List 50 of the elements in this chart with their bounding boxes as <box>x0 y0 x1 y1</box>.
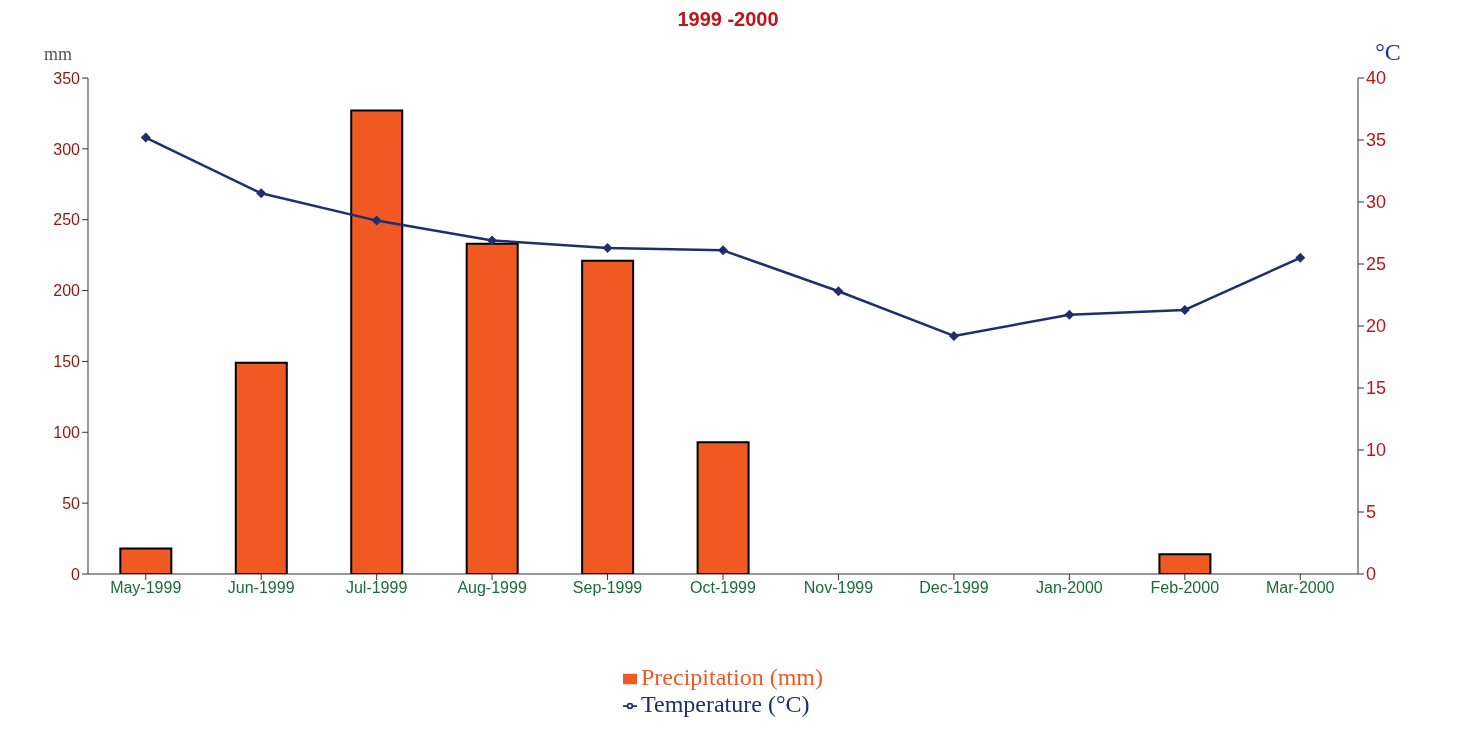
point <box>718 245 728 256</box>
y-tick-label: 250 <box>53 211 81 229</box>
y2-tick-label: 15 <box>1366 378 1387 399</box>
y-tick-label: 150 <box>53 353 81 371</box>
point <box>487 235 498 246</box>
x-tick-label: Jan-2000 <box>1036 579 1103 597</box>
x-tick-label: Jun-1999 <box>227 579 295 597</box>
point <box>948 330 959 341</box>
y2-axis-title: °C <box>1375 39 1401 65</box>
legend-label: Precipitation (mm) <box>641 664 823 690</box>
y2-tick-label: 40 <box>1366 68 1387 89</box>
y2-tick-label: 10 <box>1366 440 1387 461</box>
bar <box>465 242 519 574</box>
bar <box>581 259 635 574</box>
point <box>1064 309 1075 320</box>
y2-tick-label: 0 <box>1366 564 1377 585</box>
x-tick-label: Dec-1999 <box>919 579 989 597</box>
y-axis-title: mm <box>43 44 73 64</box>
x-tick-label: Feb-2000 <box>1150 579 1220 597</box>
point <box>602 242 613 253</box>
point <box>833 286 844 297</box>
bar <box>696 441 750 574</box>
x-tick-label: May-1999 <box>110 579 182 597</box>
y2-tick-label: 20 <box>1366 316 1387 337</box>
y2-tick-label: 30 <box>1366 192 1387 213</box>
bar <box>1158 553 1212 574</box>
point <box>140 132 151 143</box>
legend-label: Temperature (°C) <box>641 691 810 717</box>
x-tick-label: Oct-1999 <box>690 579 757 597</box>
point <box>371 215 382 226</box>
y-tick-label: 50 <box>62 494 81 512</box>
y-tick-label: 0 <box>71 565 81 583</box>
y2-tick-label: 5 <box>1366 502 1377 523</box>
bar <box>119 547 173 574</box>
point <box>256 188 267 199</box>
y2-tick-label: 25 <box>1366 254 1387 275</box>
y-tick-label: 300 <box>53 140 81 158</box>
x-tick-label: Nov-1999 <box>803 579 874 597</box>
bar <box>350 109 404 574</box>
x-tick-label: Mar-2000 <box>1266 579 1335 597</box>
y-tick-label: 350 <box>53 69 81 87</box>
y-tick-label: 200 <box>53 282 81 300</box>
x-tick-label: Aug-1999 <box>457 579 527 597</box>
chart-title: 1999 -2000 <box>676 8 780 32</box>
y2-tick-label: 35 <box>1366 130 1387 151</box>
point <box>1295 252 1306 263</box>
y-tick-label: 100 <box>53 423 81 441</box>
bar <box>234 361 288 574</box>
x-tick-label: Jul-1999 <box>345 579 408 597</box>
x-tick-label: Sep-1999 <box>572 579 643 597</box>
